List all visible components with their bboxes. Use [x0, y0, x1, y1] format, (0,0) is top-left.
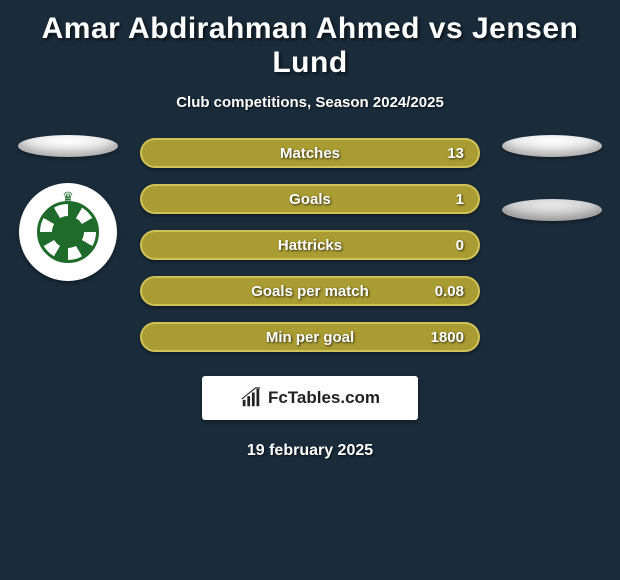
date-text: 19 february 2025 — [0, 442, 620, 460]
stat-label: Hattricks — [278, 237, 342, 254]
stat-value: 1 — [456, 191, 464, 208]
stat-label: Matches — [280, 145, 340, 162]
left-club-logo: ♛ — [19, 183, 117, 281]
stat-bar-hattricks: Hattricks 0 — [140, 230, 480, 260]
stat-value: 0 — [456, 237, 464, 254]
right-player-placeholder — [502, 135, 602, 157]
stat-bar-goals: Goals 1 — [140, 184, 480, 214]
barchart-icon — [240, 387, 262, 409]
subtitle: Club competitions, Season 2024/2025 — [0, 94, 620, 111]
infographic-root: Amar Abdirahman Ahmed vs Jensen Lund Clu… — [0, 0, 620, 460]
right-club-placeholder — [502, 199, 602, 221]
stat-value: 13 — [447, 145, 464, 162]
stat-label: Min per goal — [266, 329, 354, 346]
stat-value: 1800 — [431, 329, 464, 346]
stat-bar-gpm: Goals per match 0.08 — [140, 276, 480, 306]
stat-label: Goals per match — [251, 283, 369, 300]
club-logo-inner — [37, 201, 99, 263]
stats-bars: Matches 13 Goals 1 Hattricks 0 Goals per… — [140, 138, 480, 352]
main-row: ♛ Matches 13 Goals 1 Hattricks 0 Goals p… — [0, 135, 620, 352]
brand-text: FcTables.com — [268, 388, 380, 408]
stat-value: 0.08 — [435, 283, 464, 300]
stat-bar-mpg: Min per goal 1800 — [140, 322, 480, 352]
right-column — [502, 135, 602, 221]
left-player-placeholder — [18, 135, 118, 157]
left-column: ♛ — [18, 135, 118, 281]
page-title: Amar Abdirahman Ahmed vs Jensen Lund — [0, 0, 620, 88]
stat-bar-matches: Matches 13 — [140, 138, 480, 168]
stat-label: Goals — [289, 191, 331, 208]
brand-badge[interactable]: FcTables.com — [202, 376, 418, 420]
